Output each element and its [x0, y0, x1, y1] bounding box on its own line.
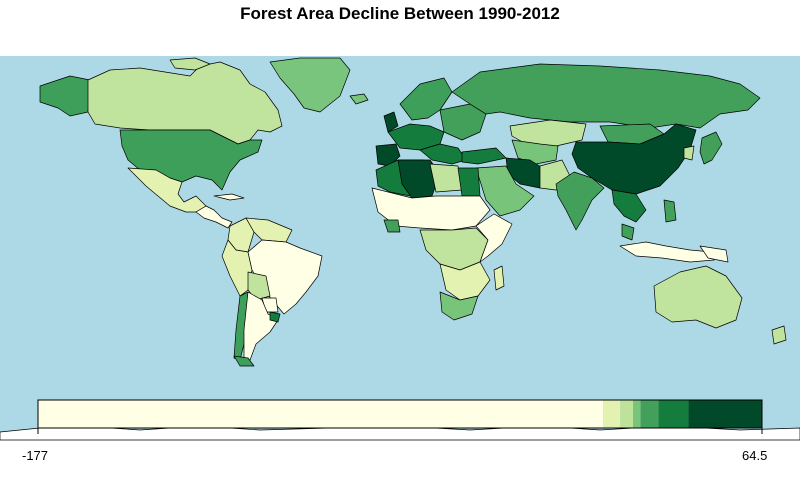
legend-max-label: 64.5	[742, 448, 768, 463]
country-turkey	[461, 147, 507, 165]
country-southern-africa	[439, 261, 491, 301]
country-philippines	[663, 199, 677, 223]
legend-bin	[633, 400, 641, 428]
country-ivory-coast	[383, 219, 401, 233]
country-kazakhstan	[509, 119, 587, 147]
country-new-zealand	[771, 325, 787, 345]
country-patagonia-tip	[233, 355, 255, 367]
country-australia	[653, 265, 743, 329]
legend-frame	[37, 399, 763, 429]
country-alaska	[39, 75, 91, 117]
country-south-africa	[439, 291, 479, 321]
country-malaysia	[621, 223, 635, 241]
legend-bin	[688, 400, 762, 428]
country-egypt	[457, 167, 481, 197]
country-iceland	[349, 93, 369, 105]
country-east-africa	[475, 213, 513, 263]
country-korea	[683, 145, 695, 161]
country-madagascar	[493, 265, 505, 291]
legend-bin	[640, 400, 659, 428]
country-western-europe	[387, 123, 445, 151]
country-uk	[383, 111, 399, 133]
legend-colorbar	[38, 400, 762, 428]
country-southeast-asia	[611, 189, 647, 223]
country-papua	[699, 245, 729, 263]
legend-min-label: -177	[22, 448, 49, 463]
legend-bin	[38, 400, 604, 428]
country-argentina	[243, 291, 279, 361]
country-uruguay	[269, 311, 281, 323]
country-brazil	[247, 239, 323, 315]
country-canada-islands	[169, 57, 211, 71]
country-cuba	[213, 193, 245, 201]
country-libya	[429, 163, 463, 193]
country-greenland	[269, 57, 351, 113]
country-arabia	[475, 165, 535, 217]
country-india	[555, 171, 605, 231]
country-japan	[699, 131, 723, 165]
legend-bin	[658, 400, 689, 428]
legend-bin	[603, 400, 621, 428]
legend-bin	[620, 400, 634, 428]
country-central-america	[195, 205, 233, 229]
country-canada	[87, 61, 283, 145]
country-central-asia	[511, 139, 559, 165]
country-mexico	[127, 167, 207, 213]
map-title: Forest Area Decline Between 1990-2012	[240, 4, 560, 23]
country-china	[571, 123, 697, 195]
country-scandinavia	[399, 77, 453, 121]
region-antarctica	[0, 425, 800, 441]
country-russia	[451, 63, 761, 129]
